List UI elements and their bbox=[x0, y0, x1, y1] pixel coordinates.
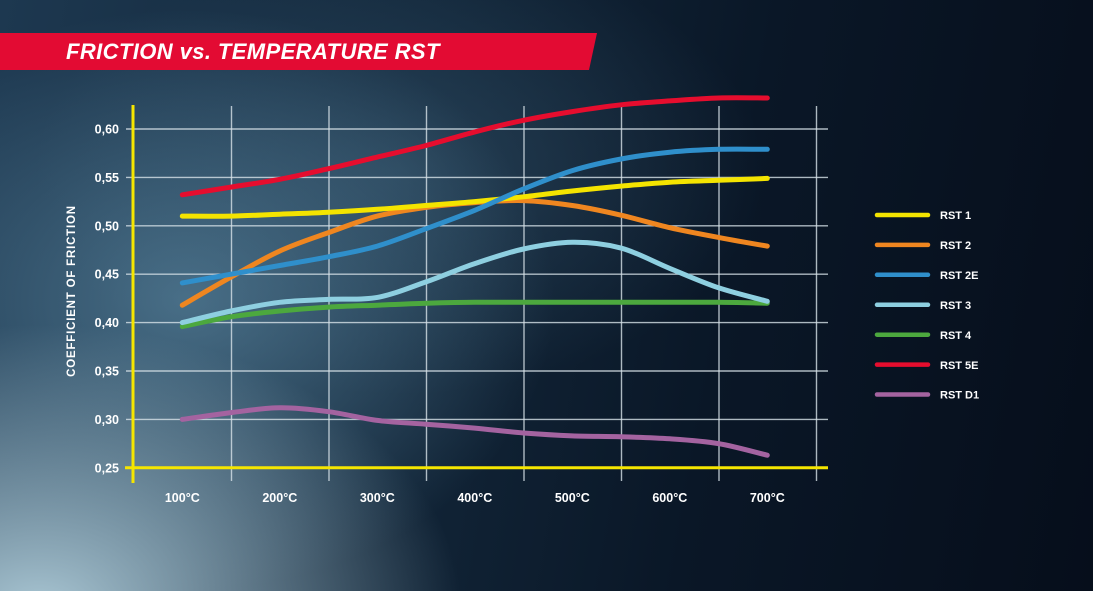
curve-rst-d1 bbox=[179, 405, 770, 458]
legend-item-rst-1: RST 1 bbox=[874, 210, 971, 222]
x-tick-label: 600°C bbox=[652, 491, 687, 505]
y-tick-labels: 0,60 0,55 0,50 0,45 0,40 0,35 0,30 0,25 bbox=[95, 123, 119, 476]
legend-item-rst-5e: RST 5E bbox=[874, 360, 979, 372]
legend-label: RST 1 bbox=[940, 210, 971, 222]
x-tick-label: 100°C bbox=[165, 491, 200, 505]
title-banner: FRICTION vs. TEMPERATURE RST bbox=[0, 33, 597, 70]
y-tick-label: 0,45 bbox=[95, 268, 119, 282]
legend-label: RST D1 bbox=[940, 390, 979, 402]
y-tick-label: 0,30 bbox=[95, 413, 119, 427]
curve-rst-2e bbox=[179, 146, 770, 286]
legend-item-rst-3: RST 3 bbox=[874, 300, 971, 312]
y-tick-label: 0,35 bbox=[95, 365, 119, 379]
gridlines bbox=[126, 106, 828, 481]
legend-item-rst-2e: RST 2E bbox=[874, 270, 979, 282]
y-tick-label: 0,40 bbox=[95, 316, 119, 330]
curve-rst-5e bbox=[179, 95, 770, 198]
y-tick-label: 0,25 bbox=[95, 461, 119, 475]
series-curves bbox=[179, 95, 770, 458]
y-tick-label: 0,50 bbox=[95, 219, 119, 233]
legend-item-rst-2: RST 2 bbox=[874, 240, 971, 252]
legend-label: RST 4 bbox=[940, 330, 972, 342]
x-tick-labels: 100°C 200°C 300°C 400°C 500°C 600°C 700°C bbox=[165, 491, 785, 505]
x-tick-label: 500°C bbox=[555, 491, 590, 505]
legend: RST 1 RST 2 RST 2E RST 3 RST 4 RST 5E RST D1 bbox=[874, 210, 979, 402]
y-tick-label: 0,55 bbox=[95, 171, 119, 185]
legend-label: RST 3 bbox=[940, 300, 971, 312]
legend-item-rst-4: RST 4 bbox=[874, 330, 972, 342]
legend-label: RST 2E bbox=[940, 270, 979, 282]
curve-rst-3 bbox=[179, 239, 770, 326]
curve-rst-4 bbox=[179, 299, 770, 329]
legend-label: RST 2 bbox=[940, 240, 971, 252]
x-tick-label: 700°C bbox=[750, 491, 785, 505]
x-tick-label: 200°C bbox=[262, 491, 297, 505]
axes bbox=[125, 105, 828, 483]
curve-rst-1 bbox=[179, 175, 770, 219]
y-tick-label: 0,60 bbox=[95, 123, 119, 137]
y-axis-title: COEFFICIENT OF FRICTION bbox=[66, 205, 78, 377]
x-tick-label: 400°C bbox=[457, 491, 492, 505]
legend-label: RST 5E bbox=[940, 360, 979, 372]
x-tick-label: 300°C bbox=[360, 491, 395, 505]
legend-item-rst-d1: RST D1 bbox=[874, 390, 979, 402]
page-title: FRICTION vs. TEMPERATURE RST bbox=[66, 38, 440, 64]
